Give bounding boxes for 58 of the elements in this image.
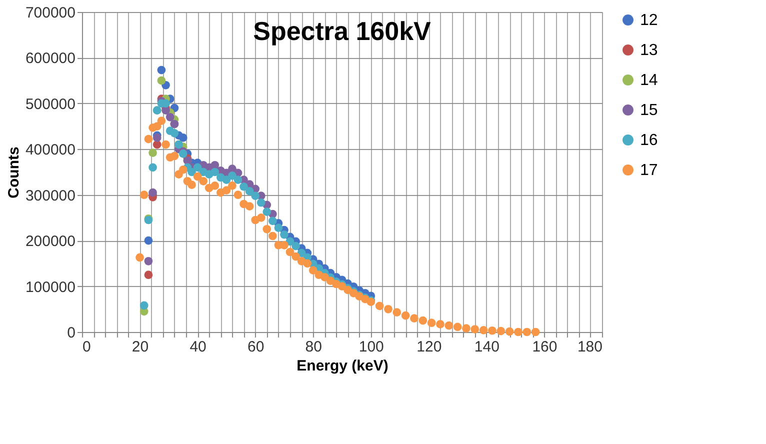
x-tick-label: 80 xyxy=(305,338,322,356)
x-tick-label: 0 xyxy=(82,338,91,356)
x-tick-label: 60 xyxy=(247,338,264,356)
point xyxy=(162,106,170,114)
point xyxy=(144,270,153,280)
point xyxy=(245,187,254,196)
point xyxy=(268,216,277,226)
legend-label: 15 xyxy=(640,102,658,119)
y-tick-label: 0 xyxy=(67,324,76,342)
point xyxy=(178,134,188,142)
y-tick-label: 400000 xyxy=(25,142,76,159)
point xyxy=(188,168,196,176)
point xyxy=(144,256,153,266)
point xyxy=(148,188,157,197)
point xyxy=(144,236,153,245)
legend-label: 13 xyxy=(640,42,658,59)
y-tick-label: 200000 xyxy=(25,233,76,250)
point xyxy=(193,163,202,172)
chart-title: Spectra 160kV xyxy=(253,16,432,46)
x-tick-label: 100 xyxy=(358,338,384,356)
point xyxy=(210,160,220,170)
point xyxy=(292,242,300,250)
point xyxy=(166,112,174,122)
point xyxy=(280,230,288,239)
x-tick-label: 120 xyxy=(416,338,442,356)
point xyxy=(234,176,242,184)
legend-label: 14 xyxy=(640,72,658,89)
point xyxy=(140,301,148,310)
point xyxy=(228,171,236,180)
legend-label: 17 xyxy=(640,162,658,179)
x-tick-label: 160 xyxy=(532,338,558,356)
point xyxy=(222,176,231,184)
point xyxy=(256,198,266,207)
point xyxy=(152,134,162,142)
x-tick-label: 20 xyxy=(132,338,149,356)
y-tick-label: 300000 xyxy=(25,187,76,204)
y-tick-label: 600000 xyxy=(25,50,76,68)
point xyxy=(274,224,283,232)
y-axis-title: Counts xyxy=(5,146,22,198)
x-axis-title: Energy (keV) xyxy=(296,358,388,374)
point xyxy=(210,168,220,176)
y-tick-label: 500000 xyxy=(25,96,76,113)
legend-label: 12 xyxy=(640,12,658,29)
point xyxy=(170,128,179,138)
point xyxy=(251,192,260,200)
x-tick-label: 40 xyxy=(190,338,206,356)
point xyxy=(240,182,248,191)
y-tick-label: 100000 xyxy=(25,278,76,296)
point xyxy=(148,148,157,157)
point xyxy=(157,76,166,85)
point xyxy=(178,150,188,158)
x-tick-label: 180 xyxy=(577,338,602,356)
legend-label: 16 xyxy=(640,132,658,149)
point xyxy=(262,208,272,216)
point xyxy=(157,66,166,74)
x-tick-label: 140 xyxy=(474,338,500,356)
y-tick-label: 700000 xyxy=(25,4,76,22)
point xyxy=(148,163,157,172)
